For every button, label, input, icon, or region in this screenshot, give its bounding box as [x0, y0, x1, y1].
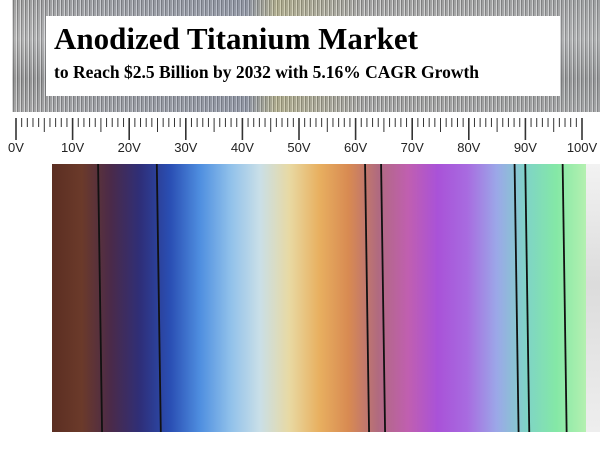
title-box: Anodized Titanium Market to Reach $2.5 B…: [46, 16, 560, 96]
ruler-tick-label: 60V: [344, 140, 368, 155]
ruler-tick-label: 10V: [61, 140, 85, 155]
spectrum-divider-line: [524, 164, 531, 432]
spectrum-band: [52, 164, 586, 432]
voltage-ruler: 0V 10V 20V 30V 40V 50V 60V 70V 80V 90V 100V: [0, 112, 600, 162]
spectrum-divider-line: [513, 164, 520, 432]
ruler-tick-label: 100V: [566, 140, 598, 155]
spectrum-divider-line: [364, 164, 370, 432]
ruler-tick-label: 0V: [8, 140, 24, 155]
spectrum-divider-line: [97, 164, 103, 432]
spectrum-divider-line: [380, 164, 386, 432]
page-subtitle: to Reach $2.5 Billion by 2032 with 5.16%…: [54, 62, 480, 82]
spectrum-dividers: [97, 164, 568, 432]
spectrum-divider-line: [155, 164, 162, 432]
ruler-tick-label: 90V: [513, 140, 537, 155]
ruler-tick-label: 30V: [174, 140, 198, 155]
right-edge-scrap: [586, 164, 600, 432]
page-title: Anodized Titanium Market: [54, 21, 418, 56]
spectrum-divider-line: [561, 164, 568, 432]
ruler-tick-label: 50V: [287, 140, 311, 155]
ruler-tick-label: 40V: [230, 140, 254, 155]
ruler-ticks: [15, 118, 583, 140]
color-spectrum: [52, 164, 586, 432]
ruler-tick-label: 20V: [117, 140, 141, 155]
ruler-tick-label: 80V: [457, 140, 481, 155]
spectrum-graphic: [52, 164, 586, 432]
ruler-tick-label: 70V: [400, 140, 424, 155]
